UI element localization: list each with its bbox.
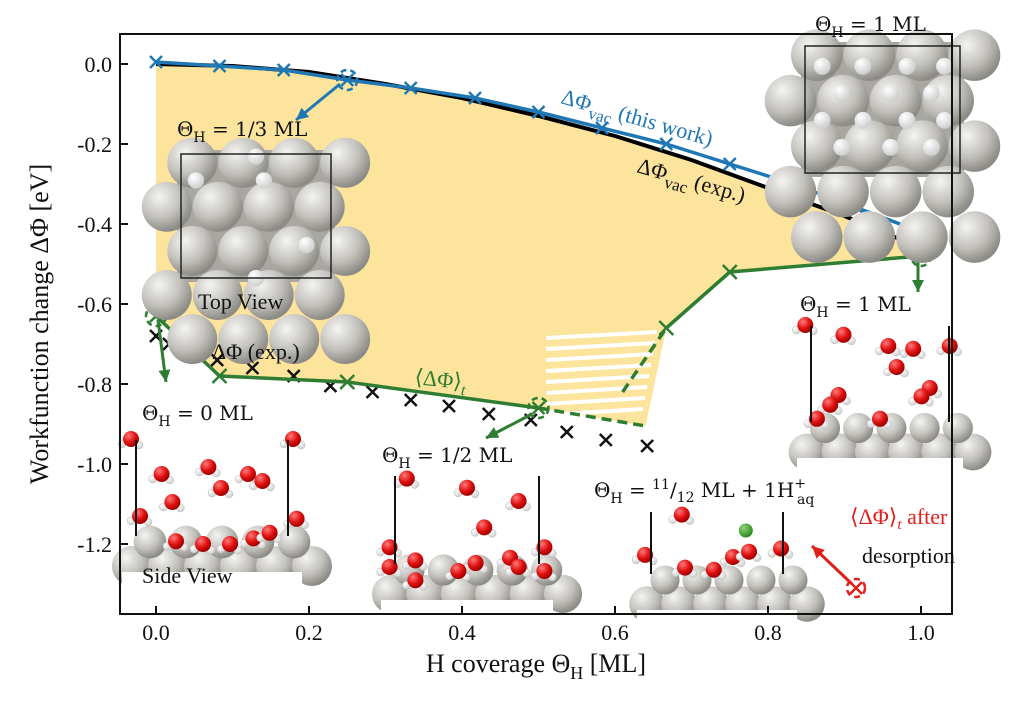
green-x-marker	[211, 368, 228, 384]
top-view-inset-third	[141, 137, 371, 365]
x-tick-label: 0.6	[601, 620, 629, 645]
blue-x-marker	[276, 63, 291, 77]
exp-x-marker	[598, 433, 613, 447]
exp-x-marker	[210, 353, 225, 367]
green-x-marker	[339, 374, 356, 390]
exp-x-marker	[481, 407, 496, 421]
blue-x-marker	[212, 59, 227, 73]
side-view-inset-0ml	[112, 431, 332, 592]
blue-x-marker	[149, 55, 163, 69]
plot-frame	[119, 33, 953, 615]
green-segment	[621, 327, 668, 393]
exp-x-marker	[365, 385, 380, 399]
hatch-stripe	[546, 341, 656, 351]
top-view-inset-1ml	[764, 29, 1001, 263]
arrow-to-1ml-side-inset	[912, 262, 924, 292]
exp-x-marker	[640, 439, 655, 453]
blue-x-marker	[468, 91, 482, 105]
blue-x-marker	[659, 137, 674, 151]
x-tick-label: 0.8	[754, 620, 782, 645]
y-axis-label: Workfunction change ΔΦ [eV]	[25, 164, 54, 484]
x-axis-label: H coverage ΘH [ML]	[426, 649, 646, 683]
hatch-stripe	[546, 385, 648, 395]
green-x-marker	[721, 264, 738, 280]
y-tick-label: -0.2	[77, 132, 112, 157]
blue-highlight-circle-icon	[336, 68, 359, 92]
desorption-label-2: desorption	[862, 543, 955, 568]
side-view-label: Side View	[142, 563, 233, 588]
blue-x-marker	[722, 157, 737, 171]
y-tick-label: -0.6	[77, 292, 112, 317]
exp-x-marker	[403, 393, 418, 407]
inset-layer	[112, 29, 1001, 630]
blue-x-marker	[340, 73, 355, 87]
hatch-stripe	[546, 363, 652, 373]
blue-x-marker	[531, 105, 546, 119]
x-tick-label: 1.0	[907, 620, 935, 645]
x-tick-label: 0.0	[142, 620, 170, 645]
coverage-label-0ml: ΘH = 0 ML	[142, 401, 253, 430]
side-view-inset-11-12	[629, 504, 825, 630]
x-tick-label: 0.2	[295, 620, 323, 645]
arrow-to-third-inset	[295, 82, 341, 122]
green-segment	[538, 406, 646, 428]
y-tick-label: -1.2	[77, 532, 112, 557]
hatch-stripe	[546, 330, 658, 340]
green-highlight-circle-icon	[527, 396, 550, 420]
blue-x-marker	[595, 121, 609, 135]
blue-x-marker	[403, 81, 418, 95]
coverage-label-third: ΘH = 1/3 ML	[177, 117, 307, 146]
x-tick-label: 0.4	[448, 620, 476, 645]
y-tick-label: -1.0	[77, 452, 112, 477]
arrow-desorption	[810, 544, 854, 586]
coverage-label-1ml-side: ΘH = 1 ML	[800, 292, 911, 321]
side-view-inset-1ml	[788, 317, 992, 478]
desorption-circle-icon	[845, 577, 867, 599]
exp-x-marker	[442, 399, 456, 413]
y-tick-label: -0.8	[77, 372, 112, 397]
hatch-stripe	[546, 352, 654, 362]
exp-x-marker	[559, 425, 574, 439]
hatch-stripe	[546, 407, 644, 417]
top-view-label: Top View	[198, 289, 283, 314]
axis-ticks: 0.0 0.2 0.4 0.6 0.8 1.0 0.0 -0.2 -0.4 -0.6 -0.8 -1.…	[77, 52, 935, 645]
exp-x-marker	[245, 361, 260, 375]
arrow-to-0ml-inset	[156, 319, 171, 383]
side-view-inset-half	[371, 468, 583, 620]
exp-points-label: ΔΦ (exp.)	[212, 339, 300, 364]
coverage-label-1ml-top: ΘH = 1 ML	[815, 12, 926, 41]
y-tick-label: 0.0	[85, 52, 113, 77]
coverage-label-11-12: ΘH = 11/12 ML + 1H+ aq	[594, 476, 814, 508]
green-series-label: ⟨ΔΦ⟩t	[413, 364, 468, 399]
green-x-marker	[531, 401, 546, 415]
arrow-to-half-inset	[485, 412, 533, 440]
hatch-stripe	[546, 396, 646, 406]
coverage-label-half: ΘH = 1/2 ML	[382, 443, 512, 472]
green-x-marker	[658, 320, 675, 336]
desorption-label: ⟨ΔΦ⟩t after	[850, 504, 948, 533]
y-tick-label: -0.4	[77, 212, 112, 237]
